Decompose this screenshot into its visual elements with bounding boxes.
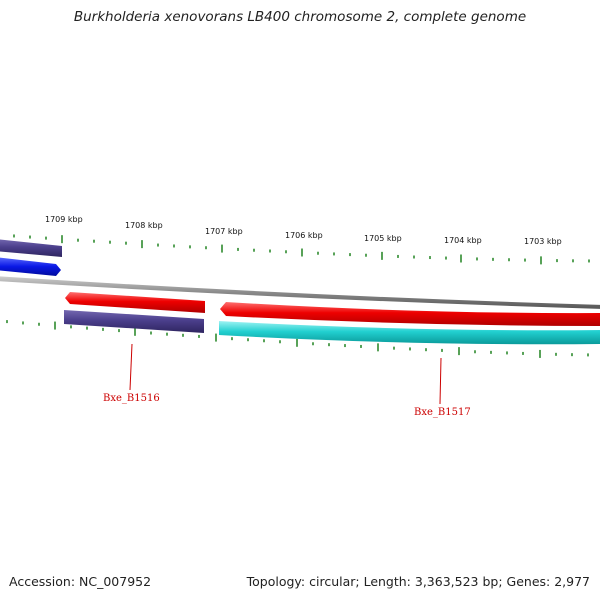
ruler-label: 1706 kbp	[285, 231, 323, 240]
gene-arrow-red-left[interactable]	[65, 292, 205, 313]
accession-text: Accession: NC_007952	[9, 574, 152, 589]
genome-backbone	[0, 276, 600, 309]
gene-arc-blue-top[interactable]	[0, 257, 61, 276]
gene-label-bxe-b1516[interactable]: Bxe_B1516	[103, 393, 160, 404]
upper-ruler-ticks	[13, 234, 590, 265]
map-title: Burkholderia xenovorans LB400 chromosome…	[73, 9, 527, 25]
gene-label-bxe-b1517[interactable]: Bxe_B1517	[414, 407, 471, 418]
gene-arc-bxe-b1516[interactable]	[64, 310, 204, 333]
gene-arrow-red-right[interactable]	[220, 302, 600, 326]
callout-line-bxe-b1516	[129, 343, 133, 391]
callout-line-bxe-b1517	[439, 357, 442, 405]
ruler-label: 1709 kbp	[45, 215, 83, 224]
ruler-label: 1707 kbp	[205, 227, 243, 236]
ruler-labels: 1709 kbp 1708 kbp 1707 kbp 1706 kbp 1705 kbp…	[45, 215, 562, 246]
ruler-label: 1704 kbp	[444, 236, 482, 245]
ruler-label: 1705 kbp	[364, 234, 402, 243]
ruler-label: 1708 kbp	[125, 221, 163, 230]
ruler-label: 1703 kbp	[524, 237, 562, 246]
gene-arc-purple-top[interactable]	[0, 239, 62, 257]
lower-ruler-ticks	[6, 320, 589, 358]
genome-stats-text: Topology: circular; Length: 3,363,523 bp…	[246, 574, 590, 589]
gene-arc-bxe-b1517[interactable]	[219, 321, 600, 345]
